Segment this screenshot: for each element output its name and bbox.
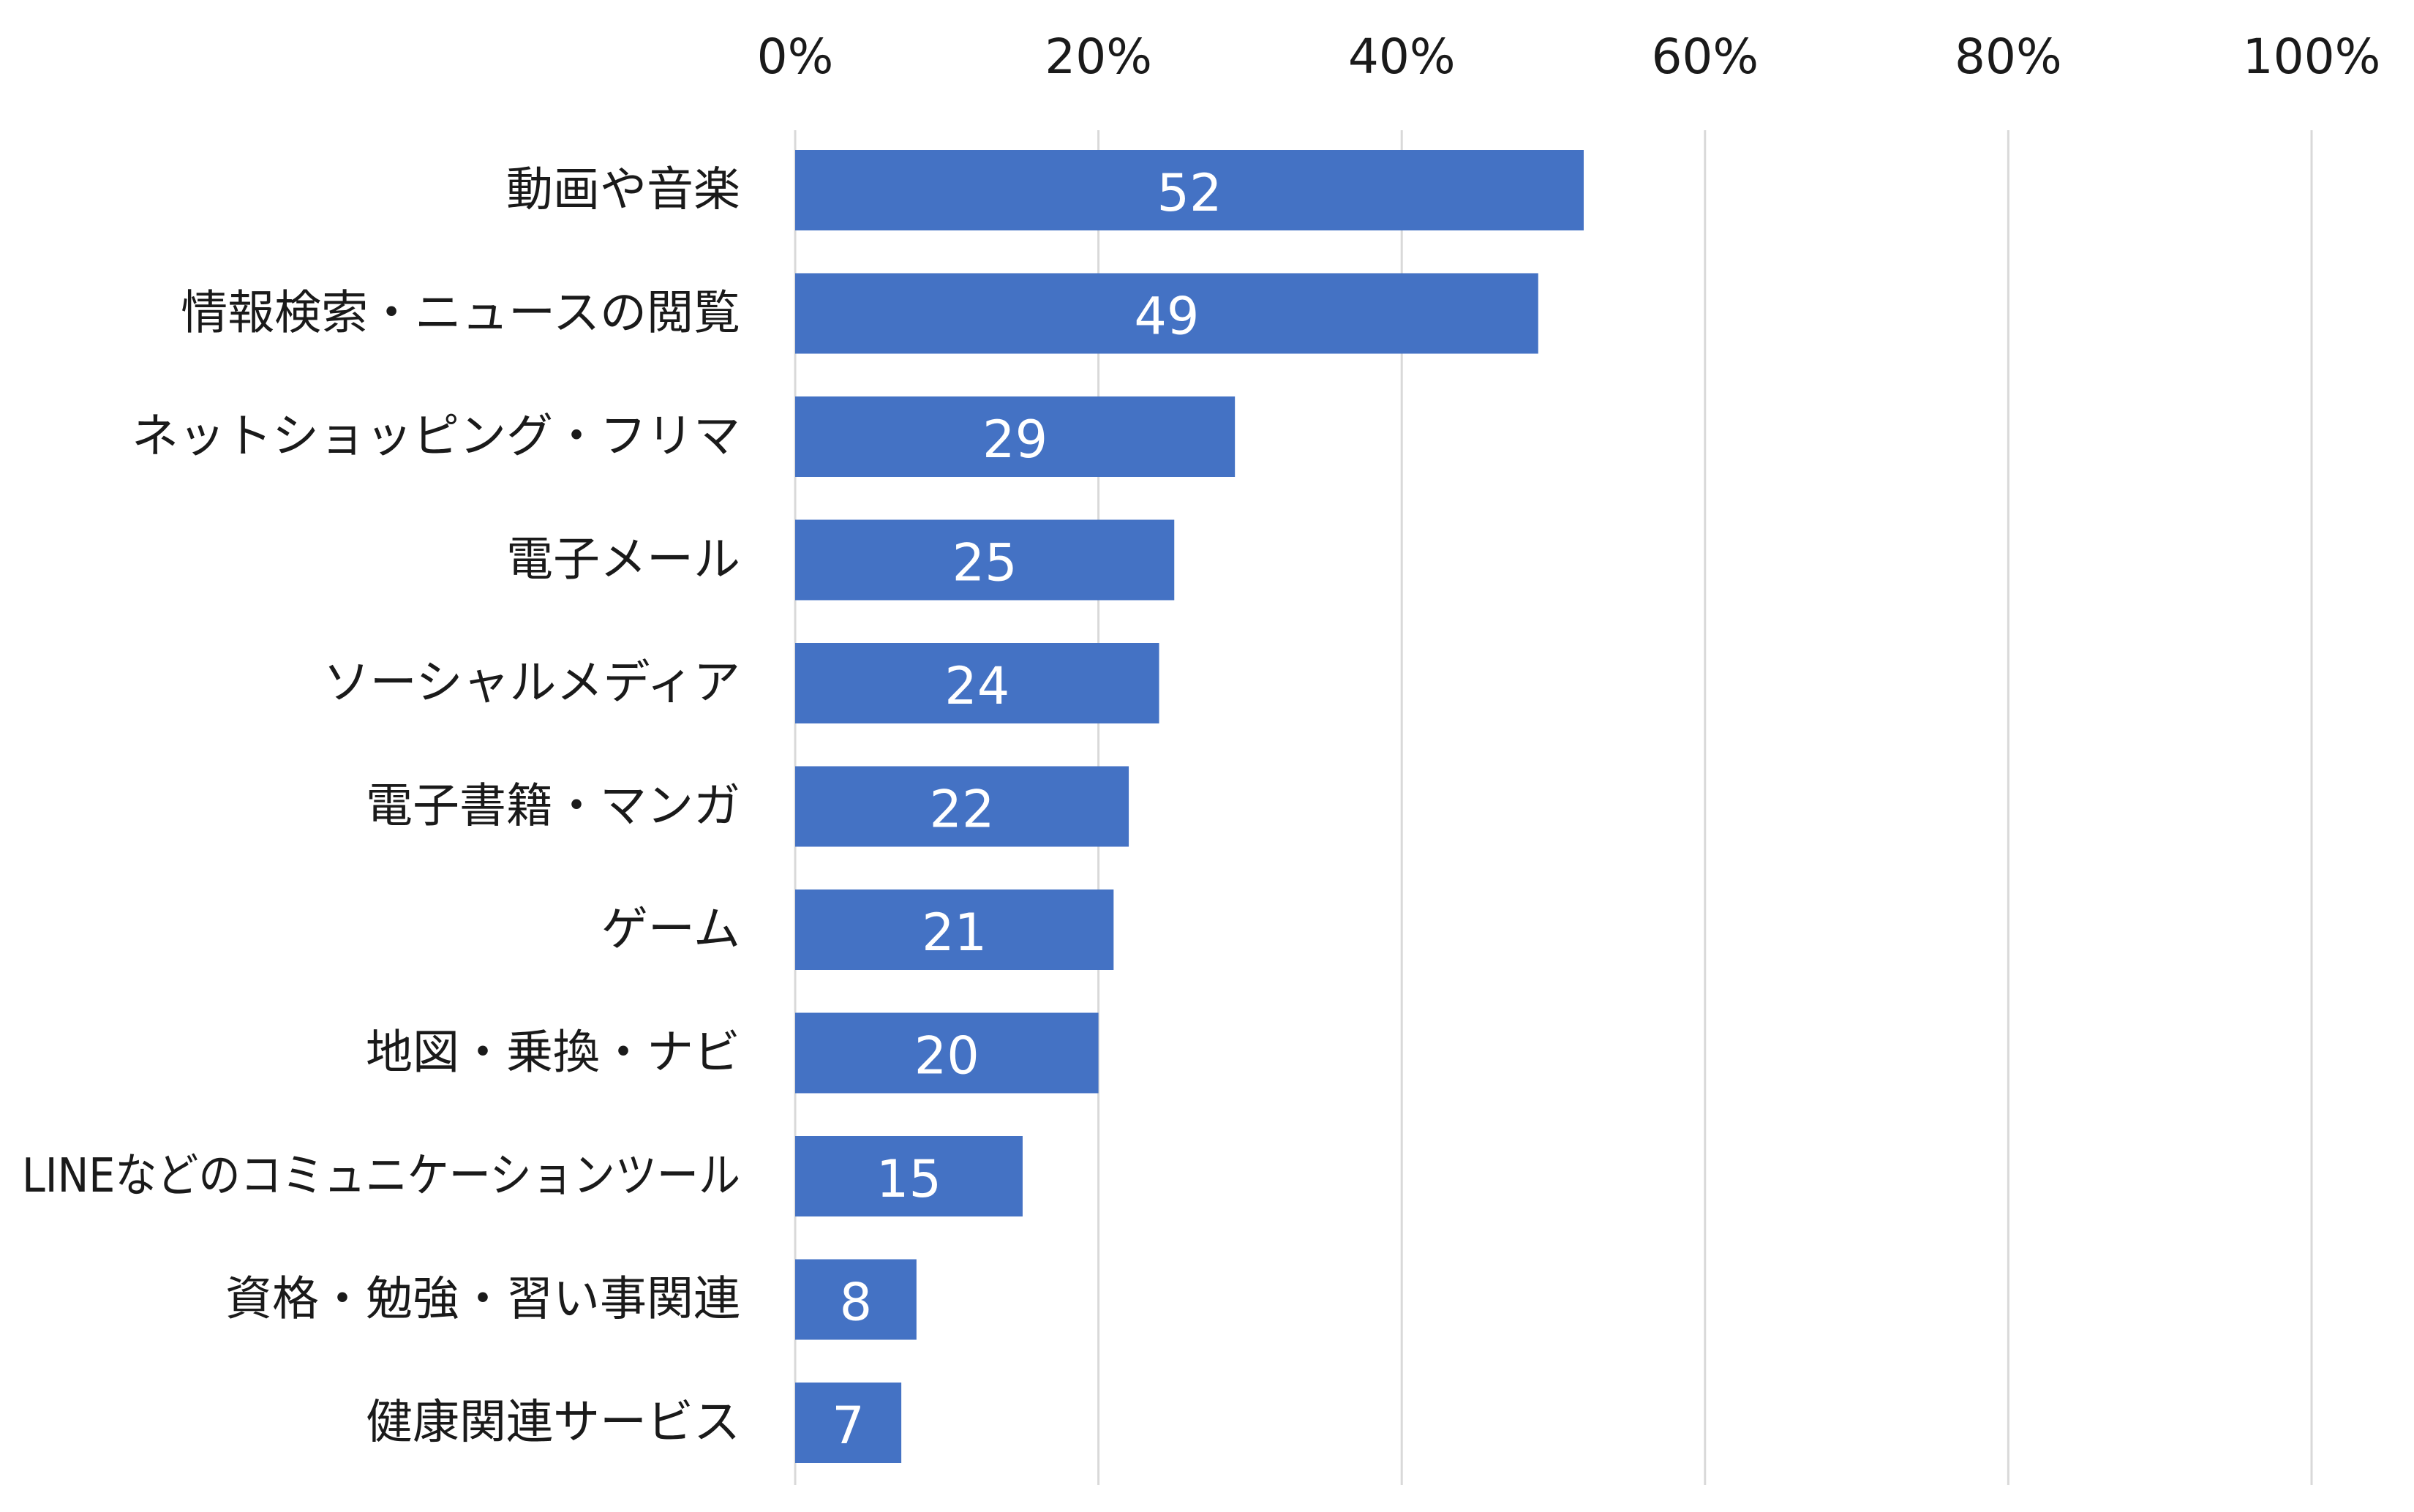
- bar: [795, 396, 1236, 477]
- x-tick-label: 80%: [1955, 29, 2062, 85]
- data-label: 25: [952, 533, 1018, 593]
- x-tick-label: 100%: [2243, 29, 2381, 85]
- data-label: 21: [922, 903, 987, 963]
- data-label: 20: [914, 1026, 979, 1086]
- category-label: 資格・勉強・習い事関連: [225, 1273, 740, 1327]
- bar: [795, 643, 1159, 723]
- data-label: 7: [832, 1396, 865, 1456]
- data-label: 15: [876, 1149, 941, 1209]
- bars: [795, 150, 1584, 1463]
- category-label: 電子メール: [506, 533, 740, 587]
- data-label: 52: [1157, 163, 1222, 223]
- bar: [795, 1012, 1099, 1094]
- category-label: LINEなどのコミュニケーションツール: [22, 1149, 740, 1203]
- data-labels: 52 49 29 25 24 22 21 20 15 8 7: [832, 163, 1222, 1456]
- category-label: 電子書籍・マンガ: [366, 780, 740, 834]
- category-label: 健康関連サービス: [366, 1396, 740, 1450]
- category-label: 情報検索・ニュースの閲覧: [181, 287, 740, 341]
- gridlines: [794, 130, 2313, 1485]
- x-tick-label: 40%: [1348, 29, 1456, 85]
- category-label: ネットショッピング・フリマ: [132, 410, 740, 464]
- data-label: 24: [944, 656, 1009, 716]
- x-tick-label: 0%: [757, 29, 834, 85]
- bar: [795, 766, 1129, 847]
- bar: [795, 273, 1538, 354]
- category-label: 動画や音楽: [506, 163, 740, 217]
- data-label: 22: [929, 780, 994, 840]
- bar: [795, 1259, 917, 1340]
- bar: [795, 889, 1114, 970]
- x-tick-label: 20%: [1045, 29, 1152, 85]
- data-label: 29: [982, 410, 1048, 470]
- data-label: 8: [840, 1273, 873, 1333]
- category-labels: 動画や音楽情報検索・ニュースの閲覧ネットショッピング・フリマ電子メールソーシャル…: [22, 163, 740, 1450]
- category-label: ゲーム: [601, 903, 740, 957]
- category-label: 地図・乗換・ナビ: [366, 1026, 740, 1080]
- bar: [795, 150, 1584, 230]
- x-axis-ticks: 0% 20% 40% 60% 80% 100%: [757, 29, 2381, 85]
- data-label: 49: [1134, 287, 1199, 347]
- category-label: ソーシャルメディア: [323, 656, 740, 710]
- bar: [795, 1136, 1023, 1216]
- bar: [795, 519, 1175, 601]
- x-tick-label: 60%: [1651, 29, 1759, 85]
- bar: [795, 1383, 902, 1463]
